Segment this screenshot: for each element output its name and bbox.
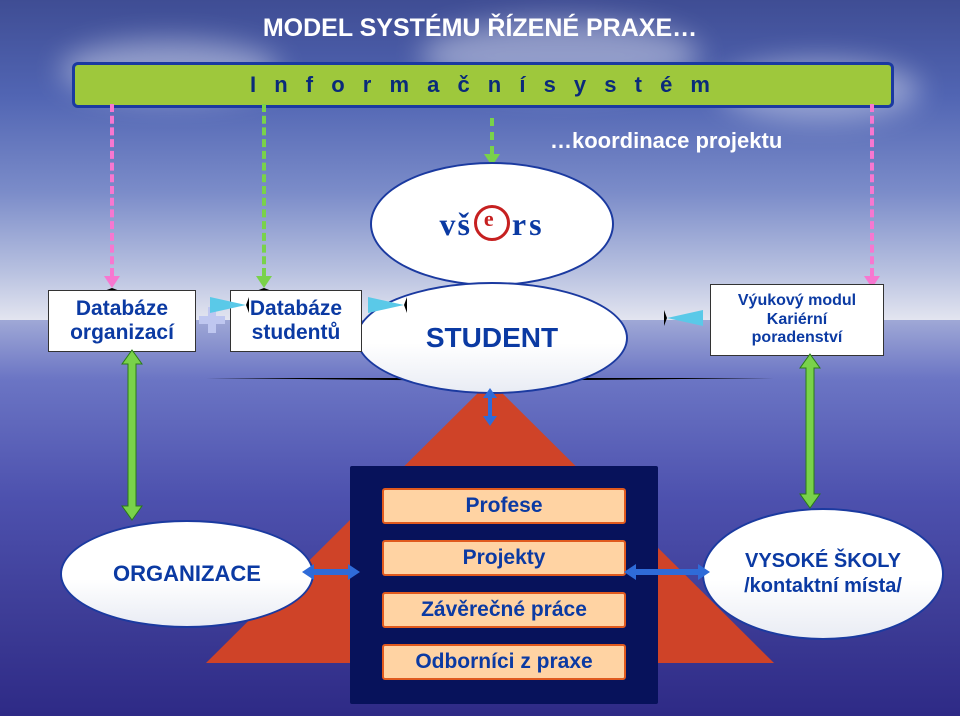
slide-title: MODEL SYSTÉMU ŘÍZENÉ PRAXE…	[0, 14, 960, 43]
blue-arrowhead	[210, 297, 249, 313]
organizace-ellipse: ORGANIZACE	[60, 520, 314, 628]
db-studentu-l1: Databáze	[250, 297, 342, 320]
connector-arrowhead	[104, 276, 120, 291]
vysoke-skoly-l2: /kontaktní místa/	[744, 575, 902, 597]
connector-arrowhead	[256, 276, 272, 291]
modul-l3: poradenství	[752, 329, 843, 346]
modul-l1: Výukový modul	[738, 292, 856, 309]
student-label: STUDENT	[426, 322, 558, 354]
logo-ellipse: vš e rs	[370, 162, 614, 286]
logo-text: vš e rs	[439, 205, 544, 243]
info-system-banner-text: I n f o r m a č n í s y s t é m	[250, 72, 716, 97]
big-arrow-right	[790, 354, 830, 508]
stack-item: Profese	[382, 488, 626, 524]
organizace-label: ORGANIZACE	[113, 561, 261, 587]
connector-line	[262, 104, 266, 276]
db-organizaci-l1: Databáze	[76, 297, 168, 320]
vysoke-skoly-ellipse: VYSOKÉ ŠKOLY /kontaktní místa/	[702, 508, 944, 640]
stack-item: Závěrečné práce	[382, 592, 626, 628]
db-organizaci-l2: organizací	[70, 321, 174, 344]
stack-item-label: Odborníci z praxe	[415, 650, 592, 673]
modul-l2: Kariérní	[767, 311, 827, 328]
connector-line	[870, 104, 874, 276]
db-organizaci-box: Databáze organizací	[48, 290, 196, 352]
stack-item-label: Profese	[465, 494, 542, 517]
blue-arrowhead	[368, 297, 407, 313]
double-arrow-icon	[483, 388, 497, 426]
vysoke-skoly-l1: VYSOKÉ ŠKOLY	[745, 550, 901, 572]
stack-item: Projekty	[382, 540, 626, 576]
big-arrow-left	[112, 350, 152, 520]
db-studentu-l2: studentů	[252, 321, 341, 344]
stack-panel: Profese Projekty Závěrečné práce Odborní…	[350, 466, 658, 704]
db-studentu-box: Databáze studentů	[230, 290, 362, 352]
stack-item-label: Projekty	[463, 546, 546, 569]
info-system-banner: I n f o r m a č n í s y s t é m	[72, 62, 894, 108]
connector-line	[490, 118, 494, 154]
modul-box: Výukový modul Kariérní poradenství	[710, 284, 884, 356]
stack-item-label: Závěrečné práce	[421, 598, 587, 621]
h-double-arrow-right	[624, 562, 710, 582]
logo-e-icon: e	[474, 205, 510, 241]
diagram-stage: MODEL SYSTÉMU ŘÍZENÉ PRAXE… I n f o r m …	[0, 0, 960, 716]
h-double-arrow-left	[302, 562, 360, 582]
coord-label: …koordinace projektu	[550, 128, 782, 154]
connector-line	[110, 104, 114, 276]
stack-item: Odborníci z praxe	[382, 644, 626, 680]
blue-arrowhead	[664, 310, 703, 326]
